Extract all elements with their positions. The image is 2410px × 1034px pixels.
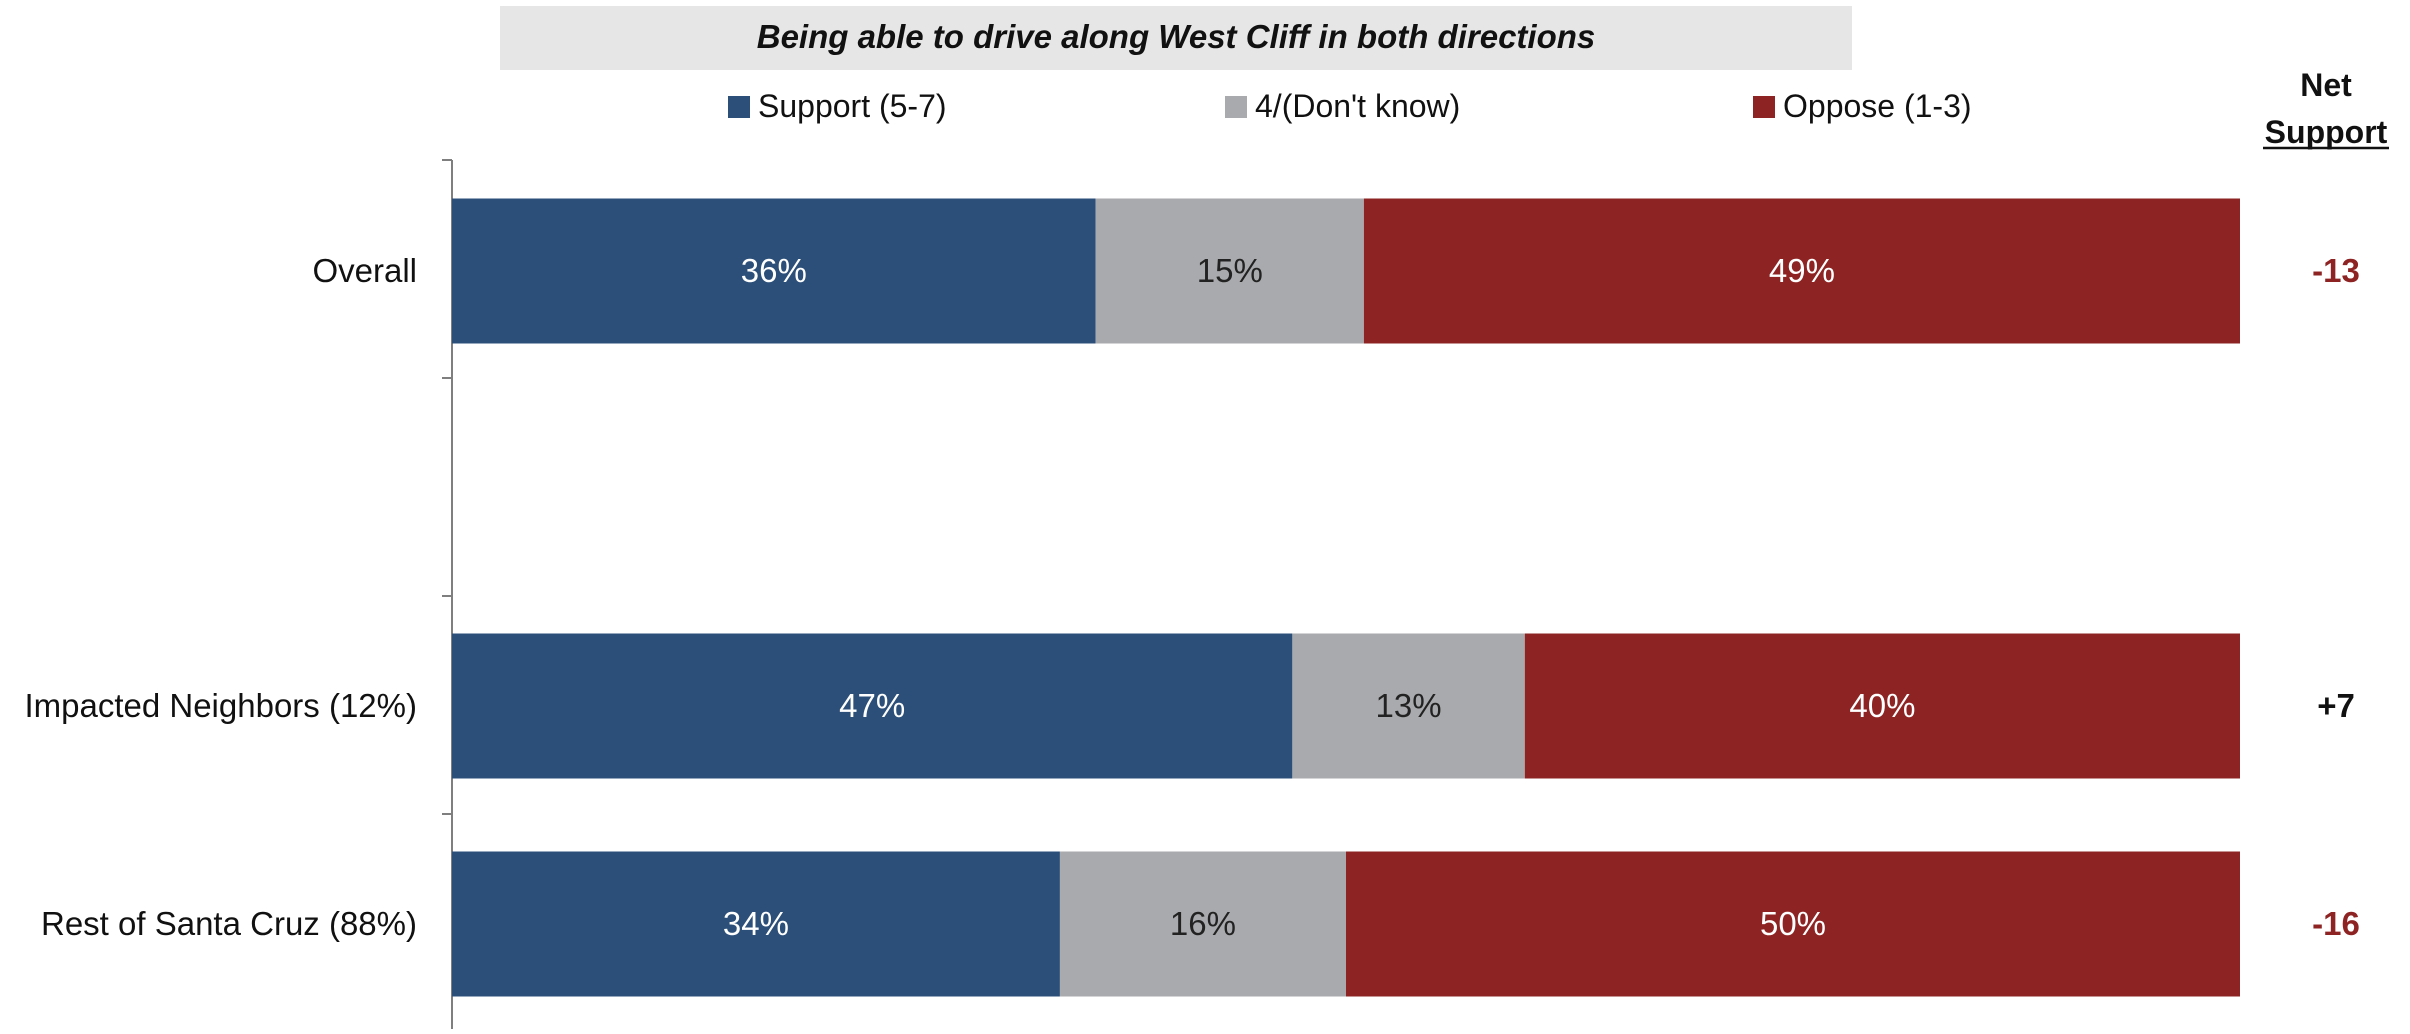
chart-title: Being able to drive along West Cliff in … (757, 18, 1596, 55)
chart-title-background (500, 6, 1852, 70)
bar-support-5-7-overall (452, 198, 1096, 344)
bar-support-5-7-rest-of-santa-cruz-88 (452, 851, 1060, 997)
net-support-values: -13 +7 -16 (2312, 252, 2360, 942)
bar-oppose-1-3-overall (1363, 198, 2240, 344)
net-support-header-line-2: Support (2265, 114, 2388, 150)
bars: 36% 15% 49% 47% 13% 40% 34% 16% 50% (452, 198, 2240, 997)
bar-support-5-7-impacted-neighbors-12 (452, 633, 1293, 779)
net-support-header: Net Support (2263, 67, 2389, 150)
net-support-value-impacted-neighbors-12: +7 (2317, 687, 2355, 724)
data-label-4-don-t-know-rest-of-santa-cruz-88: 16% (1170, 905, 1236, 942)
data-label-support-5-7-overall: 36% (741, 252, 807, 289)
legend-label-4-don-t-know: 4/(Don't know) (1255, 88, 1460, 124)
category-axis (442, 159, 453, 1029)
bar-4-don-t-know-impacted-neighbors-12 (1292, 633, 1525, 779)
legend-label-oppose-1-3: Oppose (1-3) (1783, 88, 1972, 124)
bar-4-don-t-know-rest-of-santa-cruz-88 (1059, 851, 1346, 997)
legend: Support (5-7) 4/(Don't know) Oppose (1-3) (728, 88, 1972, 124)
legend-label-support-5-7: Support (5-7) (758, 88, 947, 124)
data-label-oppose-1-3-impacted-neighbors-12: 40% (1849, 687, 1915, 724)
chart-title-group: Being able to drive along West Cliff in … (500, 6, 1852, 70)
data-label-4-don-t-know-overall: 15% (1197, 252, 1263, 289)
bar-4-don-t-know-overall (1095, 198, 1364, 344)
legend-swatch-support-5-7 (728, 96, 750, 118)
data-label-oppose-1-3-overall: 49% (1769, 252, 1835, 289)
net-support-value-overall: -13 (2312, 252, 2360, 289)
bar-oppose-1-3-impacted-neighbors-12 (1524, 633, 2240, 779)
data-label-support-5-7-rest-of-santa-cruz-88: 34% (723, 905, 789, 942)
net-support-header-line-1: Net (2300, 67, 2352, 103)
data-label-support-5-7-impacted-neighbors-12: 47% (839, 687, 905, 724)
net-support-value-rest-of-santa-cruz-88: -16 (2312, 905, 2360, 942)
data-label-4-don-t-know-impacted-neighbors-12: 13% (1376, 687, 1442, 724)
category-labels: Overall Impacted Neighbors (12%) Rest of S… (24, 252, 417, 942)
legend-swatch-oppose-1-3 (1753, 96, 1775, 118)
bar-oppose-1-3-rest-of-santa-cruz-88 (1346, 851, 2240, 997)
legend-swatch-4-don-t-know (1225, 96, 1247, 118)
category-label-impacted-neighbors-12: Impacted Neighbors (12%) (24, 687, 417, 724)
category-label-overall: Overall (312, 252, 417, 289)
category-label-rest-of-santa-cruz-88: Rest of Santa Cruz (88%) (41, 905, 417, 942)
data-label-oppose-1-3-rest-of-santa-cruz-88: 50% (1760, 905, 1826, 942)
